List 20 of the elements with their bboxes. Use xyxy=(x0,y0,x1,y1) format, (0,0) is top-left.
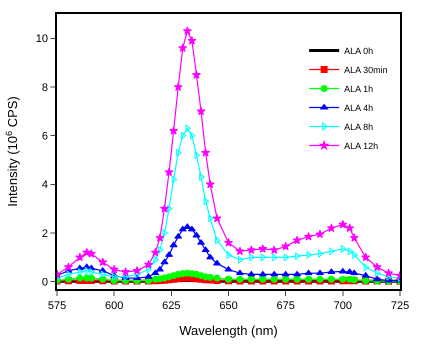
legend-label: ALA 12h xyxy=(344,141,378,152)
x-axis-title: Wavelength (nm) xyxy=(179,323,278,338)
y-tick-label: 0 xyxy=(42,276,48,289)
x-tick-label: 650 xyxy=(219,300,238,312)
x-tick-label: 600 xyxy=(104,300,124,312)
y-tick-label: 10 xyxy=(36,33,48,46)
x-tick-label: 725 xyxy=(390,300,410,312)
y-tick-label: 4 xyxy=(42,179,48,192)
legend-label: ALA 4h xyxy=(344,103,374,114)
x-tick-label: 625 xyxy=(162,300,181,312)
x-tick-label: 675 xyxy=(276,300,295,312)
legend-label: ALA 0h xyxy=(344,46,374,56)
y-tick-label: 8 xyxy=(42,82,48,94)
legend-label: ALA 30min xyxy=(344,65,388,76)
legend-label: ALA 1h xyxy=(344,84,374,94)
y-tick-label: 6 xyxy=(42,130,48,143)
y-tick-label: 2 xyxy=(42,228,48,240)
legend-label: ALA 8h xyxy=(344,122,374,132)
x-tick-label: 575 xyxy=(48,300,66,312)
x-tick-label: 700 xyxy=(334,300,352,312)
